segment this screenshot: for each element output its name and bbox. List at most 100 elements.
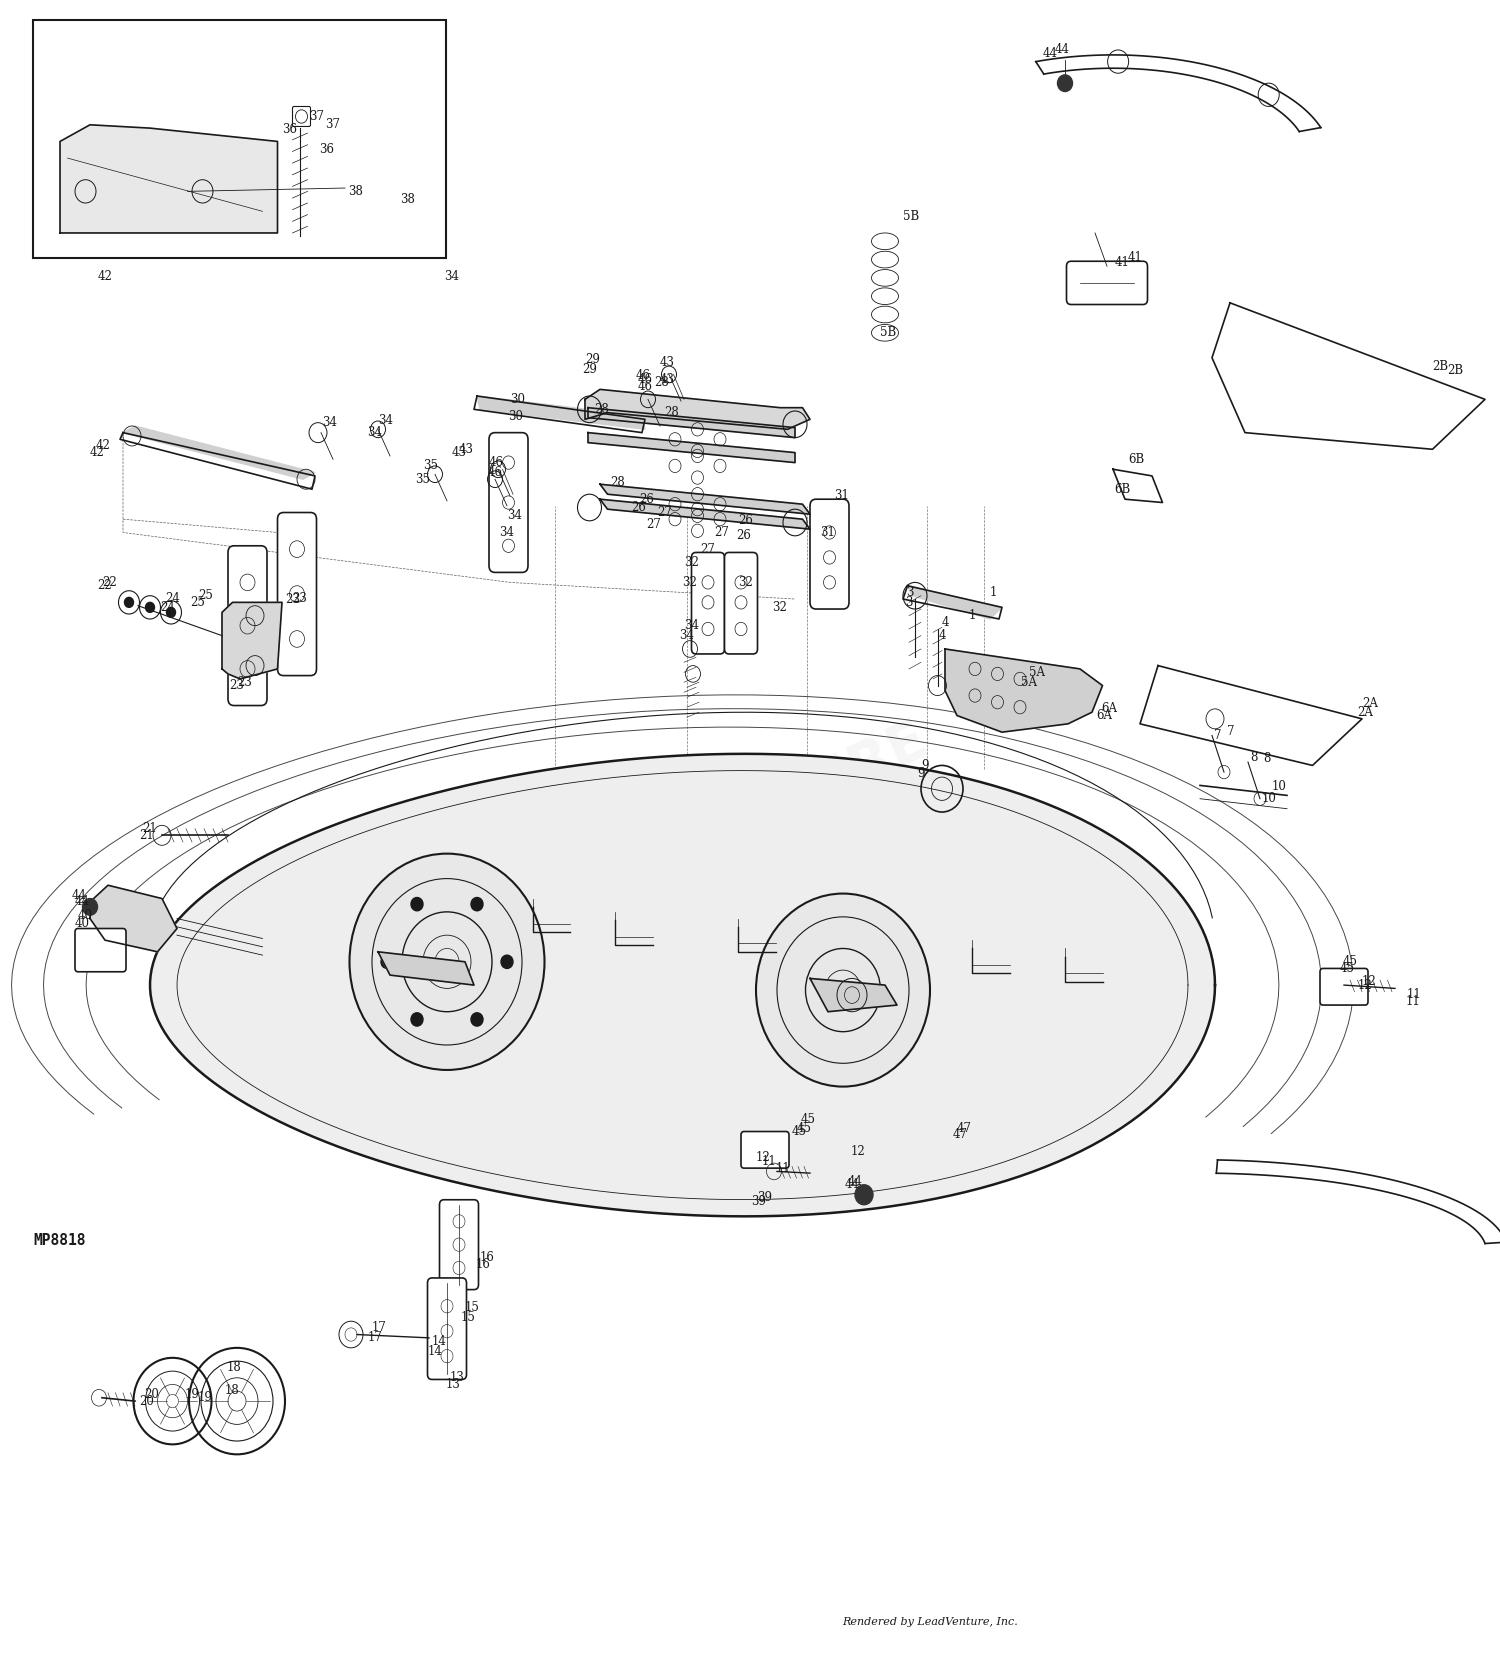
Text: 38: 38 bbox=[348, 185, 363, 198]
Text: 27: 27 bbox=[700, 542, 715, 556]
Text: 9: 9 bbox=[916, 767, 924, 780]
Text: 44: 44 bbox=[847, 1175, 862, 1188]
Polygon shape bbox=[378, 952, 474, 985]
Text: 19: 19 bbox=[184, 1388, 200, 1401]
Text: 46: 46 bbox=[638, 373, 652, 386]
Text: 44: 44 bbox=[844, 1178, 859, 1191]
FancyBboxPatch shape bbox=[810, 499, 849, 609]
Text: 32: 32 bbox=[772, 601, 788, 614]
Polygon shape bbox=[588, 433, 795, 463]
Text: 44: 44 bbox=[1054, 43, 1070, 57]
Text: 23: 23 bbox=[292, 592, 308, 606]
Circle shape bbox=[166, 607, 176, 617]
Text: 13: 13 bbox=[446, 1378, 460, 1391]
Circle shape bbox=[82, 899, 98, 915]
Text: 13: 13 bbox=[450, 1371, 465, 1384]
Text: 38: 38 bbox=[400, 193, 416, 206]
Circle shape bbox=[501, 955, 513, 968]
Text: 31: 31 bbox=[834, 489, 849, 503]
Text: 11: 11 bbox=[1407, 988, 1422, 1002]
Text: 12: 12 bbox=[1362, 975, 1377, 988]
Text: 45: 45 bbox=[792, 1125, 807, 1138]
Polygon shape bbox=[810, 978, 897, 1012]
FancyBboxPatch shape bbox=[228, 546, 267, 706]
Text: 2B: 2B bbox=[1448, 364, 1464, 378]
Text: 8: 8 bbox=[1251, 750, 1257, 764]
FancyBboxPatch shape bbox=[741, 1132, 789, 1168]
Text: 12: 12 bbox=[850, 1145, 865, 1158]
Circle shape bbox=[411, 897, 423, 910]
Circle shape bbox=[381, 955, 393, 968]
Circle shape bbox=[471, 1013, 483, 1027]
Text: 20: 20 bbox=[140, 1394, 154, 1408]
Polygon shape bbox=[90, 885, 177, 952]
Text: 47: 47 bbox=[952, 1128, 968, 1142]
Text: 11: 11 bbox=[776, 1161, 790, 1175]
Text: 27: 27 bbox=[714, 526, 729, 539]
Polygon shape bbox=[222, 602, 282, 679]
Text: 41: 41 bbox=[1128, 251, 1143, 265]
Polygon shape bbox=[908, 586, 1002, 619]
Text: 32: 32 bbox=[684, 556, 699, 569]
Text: 37: 37 bbox=[309, 110, 324, 123]
Text: 16: 16 bbox=[480, 1251, 495, 1265]
Text: 46: 46 bbox=[636, 369, 651, 383]
Text: 34: 34 bbox=[680, 629, 694, 642]
Text: 45: 45 bbox=[1342, 955, 1358, 968]
Text: 22: 22 bbox=[98, 579, 112, 592]
FancyBboxPatch shape bbox=[427, 1278, 466, 1379]
Text: 26: 26 bbox=[632, 501, 646, 514]
Text: 24: 24 bbox=[160, 601, 176, 614]
Text: 6A: 6A bbox=[1096, 709, 1112, 722]
Text: 2A: 2A bbox=[1358, 706, 1372, 719]
Text: 5B: 5B bbox=[903, 210, 920, 223]
Circle shape bbox=[146, 602, 154, 612]
Text: 2A: 2A bbox=[1362, 697, 1378, 711]
Text: 41: 41 bbox=[1114, 256, 1130, 270]
Text: 36: 36 bbox=[282, 123, 297, 136]
Circle shape bbox=[411, 1013, 423, 1027]
Text: 1: 1 bbox=[969, 609, 975, 622]
Text: 5A: 5A bbox=[1022, 676, 1036, 689]
Text: 28: 28 bbox=[664, 406, 680, 419]
Text: 11: 11 bbox=[762, 1155, 777, 1168]
Text: 25: 25 bbox=[198, 589, 213, 602]
Text: 20: 20 bbox=[144, 1388, 159, 1401]
Text: 4: 4 bbox=[939, 629, 945, 642]
FancyBboxPatch shape bbox=[75, 929, 126, 972]
Polygon shape bbox=[123, 426, 315, 479]
Text: 42: 42 bbox=[90, 446, 105, 459]
Text: 3: 3 bbox=[906, 586, 914, 599]
Text: 35: 35 bbox=[423, 459, 438, 473]
FancyBboxPatch shape bbox=[292, 106, 310, 126]
Text: 43: 43 bbox=[452, 446, 466, 459]
Text: Rendered by LeadVenture, Inc.: Rendered by LeadVenture, Inc. bbox=[842, 1617, 1019, 1627]
Text: 44: 44 bbox=[75, 895, 90, 909]
Text: 45: 45 bbox=[801, 1113, 816, 1127]
Text: 36: 36 bbox=[320, 143, 334, 156]
Text: 34: 34 bbox=[322, 416, 338, 429]
FancyBboxPatch shape bbox=[278, 513, 316, 676]
Text: 40: 40 bbox=[75, 917, 90, 930]
Circle shape bbox=[350, 854, 544, 1070]
Text: 5A: 5A bbox=[1029, 666, 1045, 679]
Text: 12: 12 bbox=[756, 1151, 771, 1165]
Text: 21: 21 bbox=[140, 829, 154, 842]
Text: 25: 25 bbox=[190, 596, 206, 609]
Text: 22: 22 bbox=[102, 576, 117, 589]
Text: 12: 12 bbox=[1358, 978, 1372, 992]
Text: 39: 39 bbox=[758, 1191, 772, 1205]
Text: 7: 7 bbox=[1227, 726, 1234, 739]
FancyBboxPatch shape bbox=[1066, 261, 1148, 305]
Text: MP8818: MP8818 bbox=[33, 1233, 86, 1248]
Text: 14: 14 bbox=[427, 1345, 442, 1358]
Text: 23: 23 bbox=[230, 679, 244, 692]
Text: 34: 34 bbox=[444, 270, 459, 283]
Polygon shape bbox=[1140, 666, 1362, 765]
Polygon shape bbox=[477, 396, 645, 429]
Text: 44: 44 bbox=[1042, 47, 1058, 60]
Text: 18: 18 bbox=[226, 1361, 242, 1374]
FancyBboxPatch shape bbox=[724, 552, 758, 654]
Circle shape bbox=[189, 1348, 285, 1454]
Text: 34: 34 bbox=[368, 426, 382, 439]
